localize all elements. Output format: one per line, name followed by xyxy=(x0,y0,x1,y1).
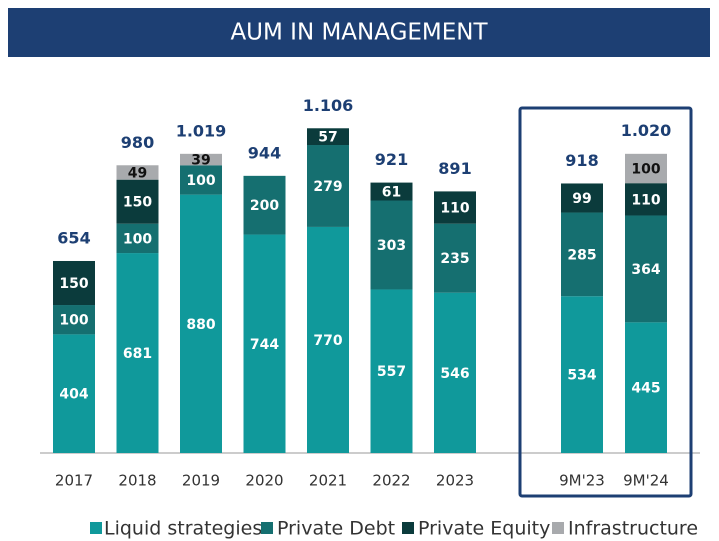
bar-segment xyxy=(370,182,413,201)
bar-segment xyxy=(434,223,476,293)
legend-swatch xyxy=(552,522,564,534)
x-tick-label: 9M'24 xyxy=(623,472,669,490)
bar-segment xyxy=(625,322,667,453)
segment-label: 99 xyxy=(572,191,591,207)
segment-label: 61 xyxy=(382,185,401,201)
total-label: 921 xyxy=(375,150,408,169)
bar-segment xyxy=(180,165,222,195)
bar-segment xyxy=(561,212,603,297)
bar-segment xyxy=(307,128,349,146)
bar-segment xyxy=(370,289,413,453)
legend-swatch xyxy=(261,522,273,534)
legend-label: Liquid strategies xyxy=(104,518,262,540)
bar-segment xyxy=(243,234,286,453)
x-tick-label: 2023 xyxy=(436,472,474,490)
x-tick-label: 2019 xyxy=(182,472,220,490)
total-label: 918 xyxy=(565,151,598,170)
total-label: 654 xyxy=(57,228,90,247)
total-label: 1.020 xyxy=(621,121,672,140)
segment-label: 546 xyxy=(440,366,469,382)
segment-label: 534 xyxy=(567,368,596,384)
bar-segment xyxy=(53,260,95,306)
bar-segment xyxy=(434,292,476,453)
segment-label: 100 xyxy=(59,313,88,329)
legend-label: Infrastructure xyxy=(568,518,698,540)
title-bar xyxy=(8,8,710,57)
x-tick-label: 2017 xyxy=(55,472,93,490)
x-tick-label: 2021 xyxy=(309,472,347,490)
segment-label: 279 xyxy=(313,179,342,195)
bar-segment xyxy=(434,191,476,224)
bar-segment xyxy=(307,145,349,227)
bars: 404 100 150 654 2017 681 100 150 49 980 2018 880 100… xyxy=(53,96,671,490)
segment-label: 49 xyxy=(128,165,147,181)
segment-label: 100 xyxy=(186,173,215,189)
legend-label: Private Debt xyxy=(277,518,395,540)
x-tick-label: 9M'23 xyxy=(559,472,605,490)
x-tick-label: 2018 xyxy=(118,472,156,490)
segment-label: 57 xyxy=(318,130,337,146)
segment-label: 303 xyxy=(377,238,406,254)
segment-label: 880 xyxy=(186,317,215,333)
bar-segment xyxy=(243,175,286,235)
bar-segment xyxy=(561,183,603,213)
segment-label: 150 xyxy=(59,276,88,292)
bar-segment xyxy=(116,165,159,180)
segment-label: 39 xyxy=(191,153,210,169)
total-label: 980 xyxy=(121,133,154,152)
bar-segment xyxy=(625,183,667,216)
legend-swatch xyxy=(90,522,102,534)
bar-segment xyxy=(625,215,667,323)
total-label: 891 xyxy=(438,159,471,178)
segment-label: 364 xyxy=(631,262,660,278)
total-label: 1.106 xyxy=(303,96,354,115)
segment-label: 100 xyxy=(123,231,152,247)
segment-label: 744 xyxy=(250,337,279,353)
segment-label: 110 xyxy=(631,192,660,208)
segment-label: 100 xyxy=(631,162,660,178)
bar-segment xyxy=(53,305,95,335)
segment-label: 770 xyxy=(313,333,342,349)
bar-segment xyxy=(180,153,222,166)
highlight-box xyxy=(518,106,693,498)
total-label: 944 xyxy=(248,143,281,162)
total-label: 1.019 xyxy=(176,121,227,140)
x-tick-label: 2020 xyxy=(245,472,283,490)
legend-swatch xyxy=(402,522,414,534)
legend: Liquid strategies Private Debt Private Equ… xyxy=(90,518,698,540)
bar-segment xyxy=(116,223,159,254)
segment-label: 557 xyxy=(377,364,406,380)
bar-segment xyxy=(307,226,349,453)
segment-label: 235 xyxy=(440,251,469,267)
segment-label: 445 xyxy=(631,381,660,397)
bar-segment xyxy=(180,194,222,453)
segment-label: 404 xyxy=(59,387,88,403)
bar-segment xyxy=(370,200,413,290)
bar-segment xyxy=(561,296,603,453)
legend-label: Private Equity xyxy=(418,518,550,540)
x-tick-label: 2022 xyxy=(372,472,410,490)
bar-segment xyxy=(625,153,667,184)
bar-segment xyxy=(53,334,95,453)
chart-title: AUM IN MANAGEMENT xyxy=(230,20,488,46)
segment-label: 681 xyxy=(123,346,152,362)
bar-segment xyxy=(116,253,159,453)
segment-label: 110 xyxy=(440,201,469,217)
bar-segment xyxy=(116,179,159,224)
segment-label: 200 xyxy=(250,198,279,214)
segment-label: 285 xyxy=(567,247,596,263)
segment-label: 150 xyxy=(123,195,152,211)
